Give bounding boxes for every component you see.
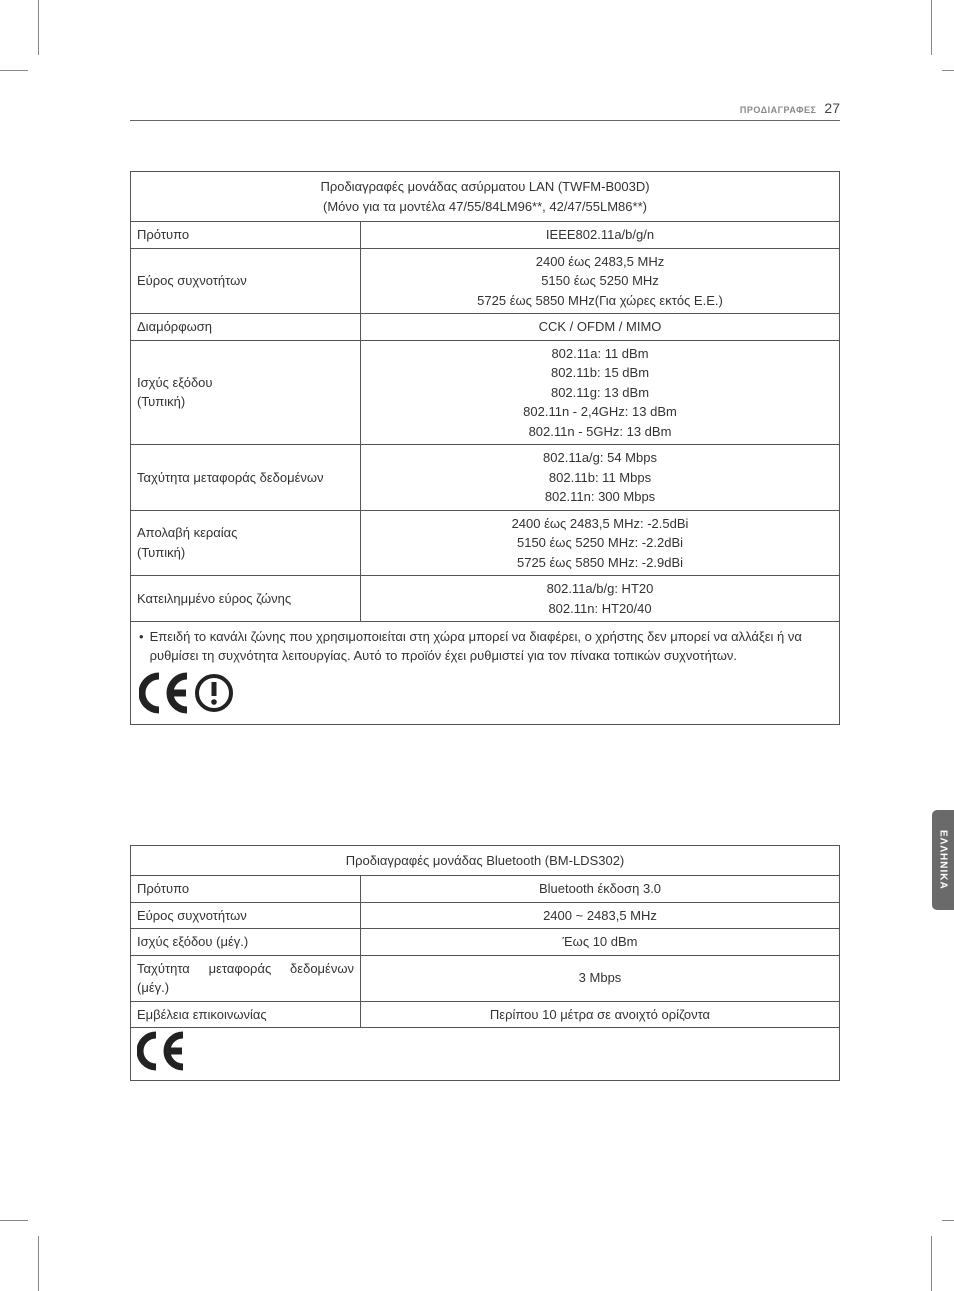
wlan-ant-v2: 5150 έως 5250 MHz: -2.2dBi	[367, 533, 833, 553]
wlan-bw-v1: 802.11a/b/g: HT20	[367, 579, 833, 599]
ce-icon	[137, 1031, 199, 1071]
wlan-mod-value: CCK / OFDM / MIMO	[361, 314, 840, 341]
wlan-title: Προδιαγραφές μονάδας ασύρματου LAN (TWFM…	[131, 172, 840, 222]
wlan-ant-value: 2400 έως 2483,5 MHz: -2.5dBi 5150 έως 52…	[361, 510, 840, 576]
wlan-ant-label-l1: Απολαβή κεραίας	[137, 523, 354, 543]
bt-rate-label: Ταχύτητα μεταφοράς δεδομένων (μέγ.)	[131, 955, 361, 1001]
wlan-freq-value: 2400 έως 2483,5 MHz 5150 έως 5250 MHz 57…	[361, 248, 840, 314]
ce-mark-with-alert	[139, 672, 831, 714]
wlan-rate-v1: 802.11a/g: 54 Mbps	[367, 448, 833, 468]
header-section-label: ΠΡΟΔΙΑΓΡΑΦΕΣ	[740, 105, 817, 115]
wlan-ant-v1: 2400 έως 2483,5 MHz: -2.5dBi	[367, 514, 833, 534]
bt-rate-label-text: Ταχύτητα μεταφοράς δεδομένων (μέγ.)	[137, 961, 354, 996]
bt-power-value: Έως 10 dBm	[361, 929, 840, 956]
wlan-footnote: • Επειδή το κανάλι ζώνης που χρησιμοποιε…	[130, 621, 840, 725]
wlan-freq-v1: 2400 έως 2483,5 MHz	[367, 252, 833, 272]
wlan-freq-v3: 5725 έως 5850 MHz(Για χώρες εκτός Ε.Ε.)	[367, 291, 833, 311]
bt-standard-value: Bluetooth έκδοση 3.0	[361, 876, 840, 903]
page-header: ΠΡΟΔΙΑΓΡΑΦΕΣ 27	[130, 100, 840, 121]
page-content: ΠΡΟΔΙΑΓΡΑΦΕΣ 27 Προδιαγραφές μονάδας ασύ…	[130, 100, 840, 1087]
bt-power-label: Ισχύς εξόδου (μέγ.)	[131, 929, 361, 956]
wlan-rate-value: 802.11a/g: 54 Mbps 802.11b: 11 Mbps 802.…	[361, 445, 840, 511]
bullet-icon: •	[139, 628, 144, 666]
wlan-rate-label: Ταχύτητα μεταφοράς δεδομένων	[131, 445, 361, 511]
wlan-power-value: 802.11a: 11 dBm 802.11b: 15 dBm 802.11g:…	[361, 340, 840, 445]
bt-range-value: Περίπου 10 μέτρα σε ανοιχτό ορίζοντα	[361, 1001, 840, 1028]
bt-freq-value: 2400 ~ 2483,5 MHz	[361, 902, 840, 929]
wlan-spec-table: Προδιαγραφές μονάδας ασύρματου LAN (TWFM…	[130, 171, 840, 622]
bt-freq-label: Εύρος συχνοτήτων	[131, 902, 361, 929]
wlan-rate-v3: 802.11n: 300 Mbps	[367, 487, 833, 507]
bt-range-label: Εμβέλεια επικοινωνίας	[131, 1001, 361, 1028]
ce-alert-icon	[139, 672, 234, 714]
header-page-number: 27	[824, 100, 840, 116]
wlan-title-line1: Προδιαγραφές μονάδας ασύρματου LAN (TWFM…	[137, 177, 833, 197]
wlan-power-v2: 802.11b: 15 dBm	[367, 363, 833, 383]
wlan-mod-label: Διαμόρφωση	[131, 314, 361, 341]
bt-standard-label: Πρότυπο	[131, 876, 361, 903]
wlan-power-v3: 802.11g: 13 dBm	[367, 383, 833, 403]
wlan-ant-label: Απολαβή κεραίας (Τυπική)	[131, 510, 361, 576]
wlan-footnote-text: Επειδή το κανάλι ζώνης που χρησιμοποιείτ…	[150, 628, 831, 666]
wlan-standard-label: Πρότυπο	[131, 222, 361, 249]
wlan-rate-v2: 802.11b: 11 Mbps	[367, 468, 833, 488]
wlan-freq-label: Εύρος συχνοτήτων	[131, 248, 361, 314]
wlan-power-v5: 802.11n - 5GHz: 13 dBm	[367, 422, 833, 442]
wlan-power-v1: 802.11a: 11 dBm	[367, 344, 833, 364]
bt-spec-table: Προδιαγραφές μονάδας Bluetooth (BM-LDS30…	[130, 845, 840, 1081]
wlan-standard-value: IEEE802.11a/b/g/n	[361, 222, 840, 249]
language-tab: ΕΛΛΗΝΙΚΑ	[932, 810, 954, 910]
wlan-bw-value: 802.11a/b/g: HT20 802.11n: HT20/40	[361, 576, 840, 622]
bt-ce-cell	[131, 1028, 840, 1081]
wlan-power-label-l2: (Τυπική)	[137, 392, 354, 412]
bt-title: Προδιαγραφές μονάδας Bluetooth (BM-LDS30…	[131, 845, 840, 876]
wlan-bw-label: Κατειλημμένο εύρος ζώνης	[131, 576, 361, 622]
wlan-ant-label-l2: (Τυπική)	[137, 543, 354, 563]
wlan-bw-v2: 802.11n: HT20/40	[367, 599, 833, 619]
wlan-power-label-l1: Ισχύς εξόδου	[137, 373, 354, 393]
wlan-ant-v3: 5725 έως 5850 MHz: -2.9dBi	[367, 553, 833, 573]
wlan-power-v4: 802.11n - 2,4GHz: 13 dBm	[367, 402, 833, 422]
wlan-freq-v2: 5150 έως 5250 MHz	[367, 271, 833, 291]
bt-rate-value: 3 Mbps	[361, 955, 840, 1001]
wlan-title-line2: (Μόνο για τα μοντέλα 47/55/84LM96**, 42/…	[137, 197, 833, 217]
wlan-power-label: Ισχύς εξόδου (Τυπική)	[131, 340, 361, 445]
language-tab-label: ΕΛΛΗΝΙΚΑ	[938, 830, 949, 890]
